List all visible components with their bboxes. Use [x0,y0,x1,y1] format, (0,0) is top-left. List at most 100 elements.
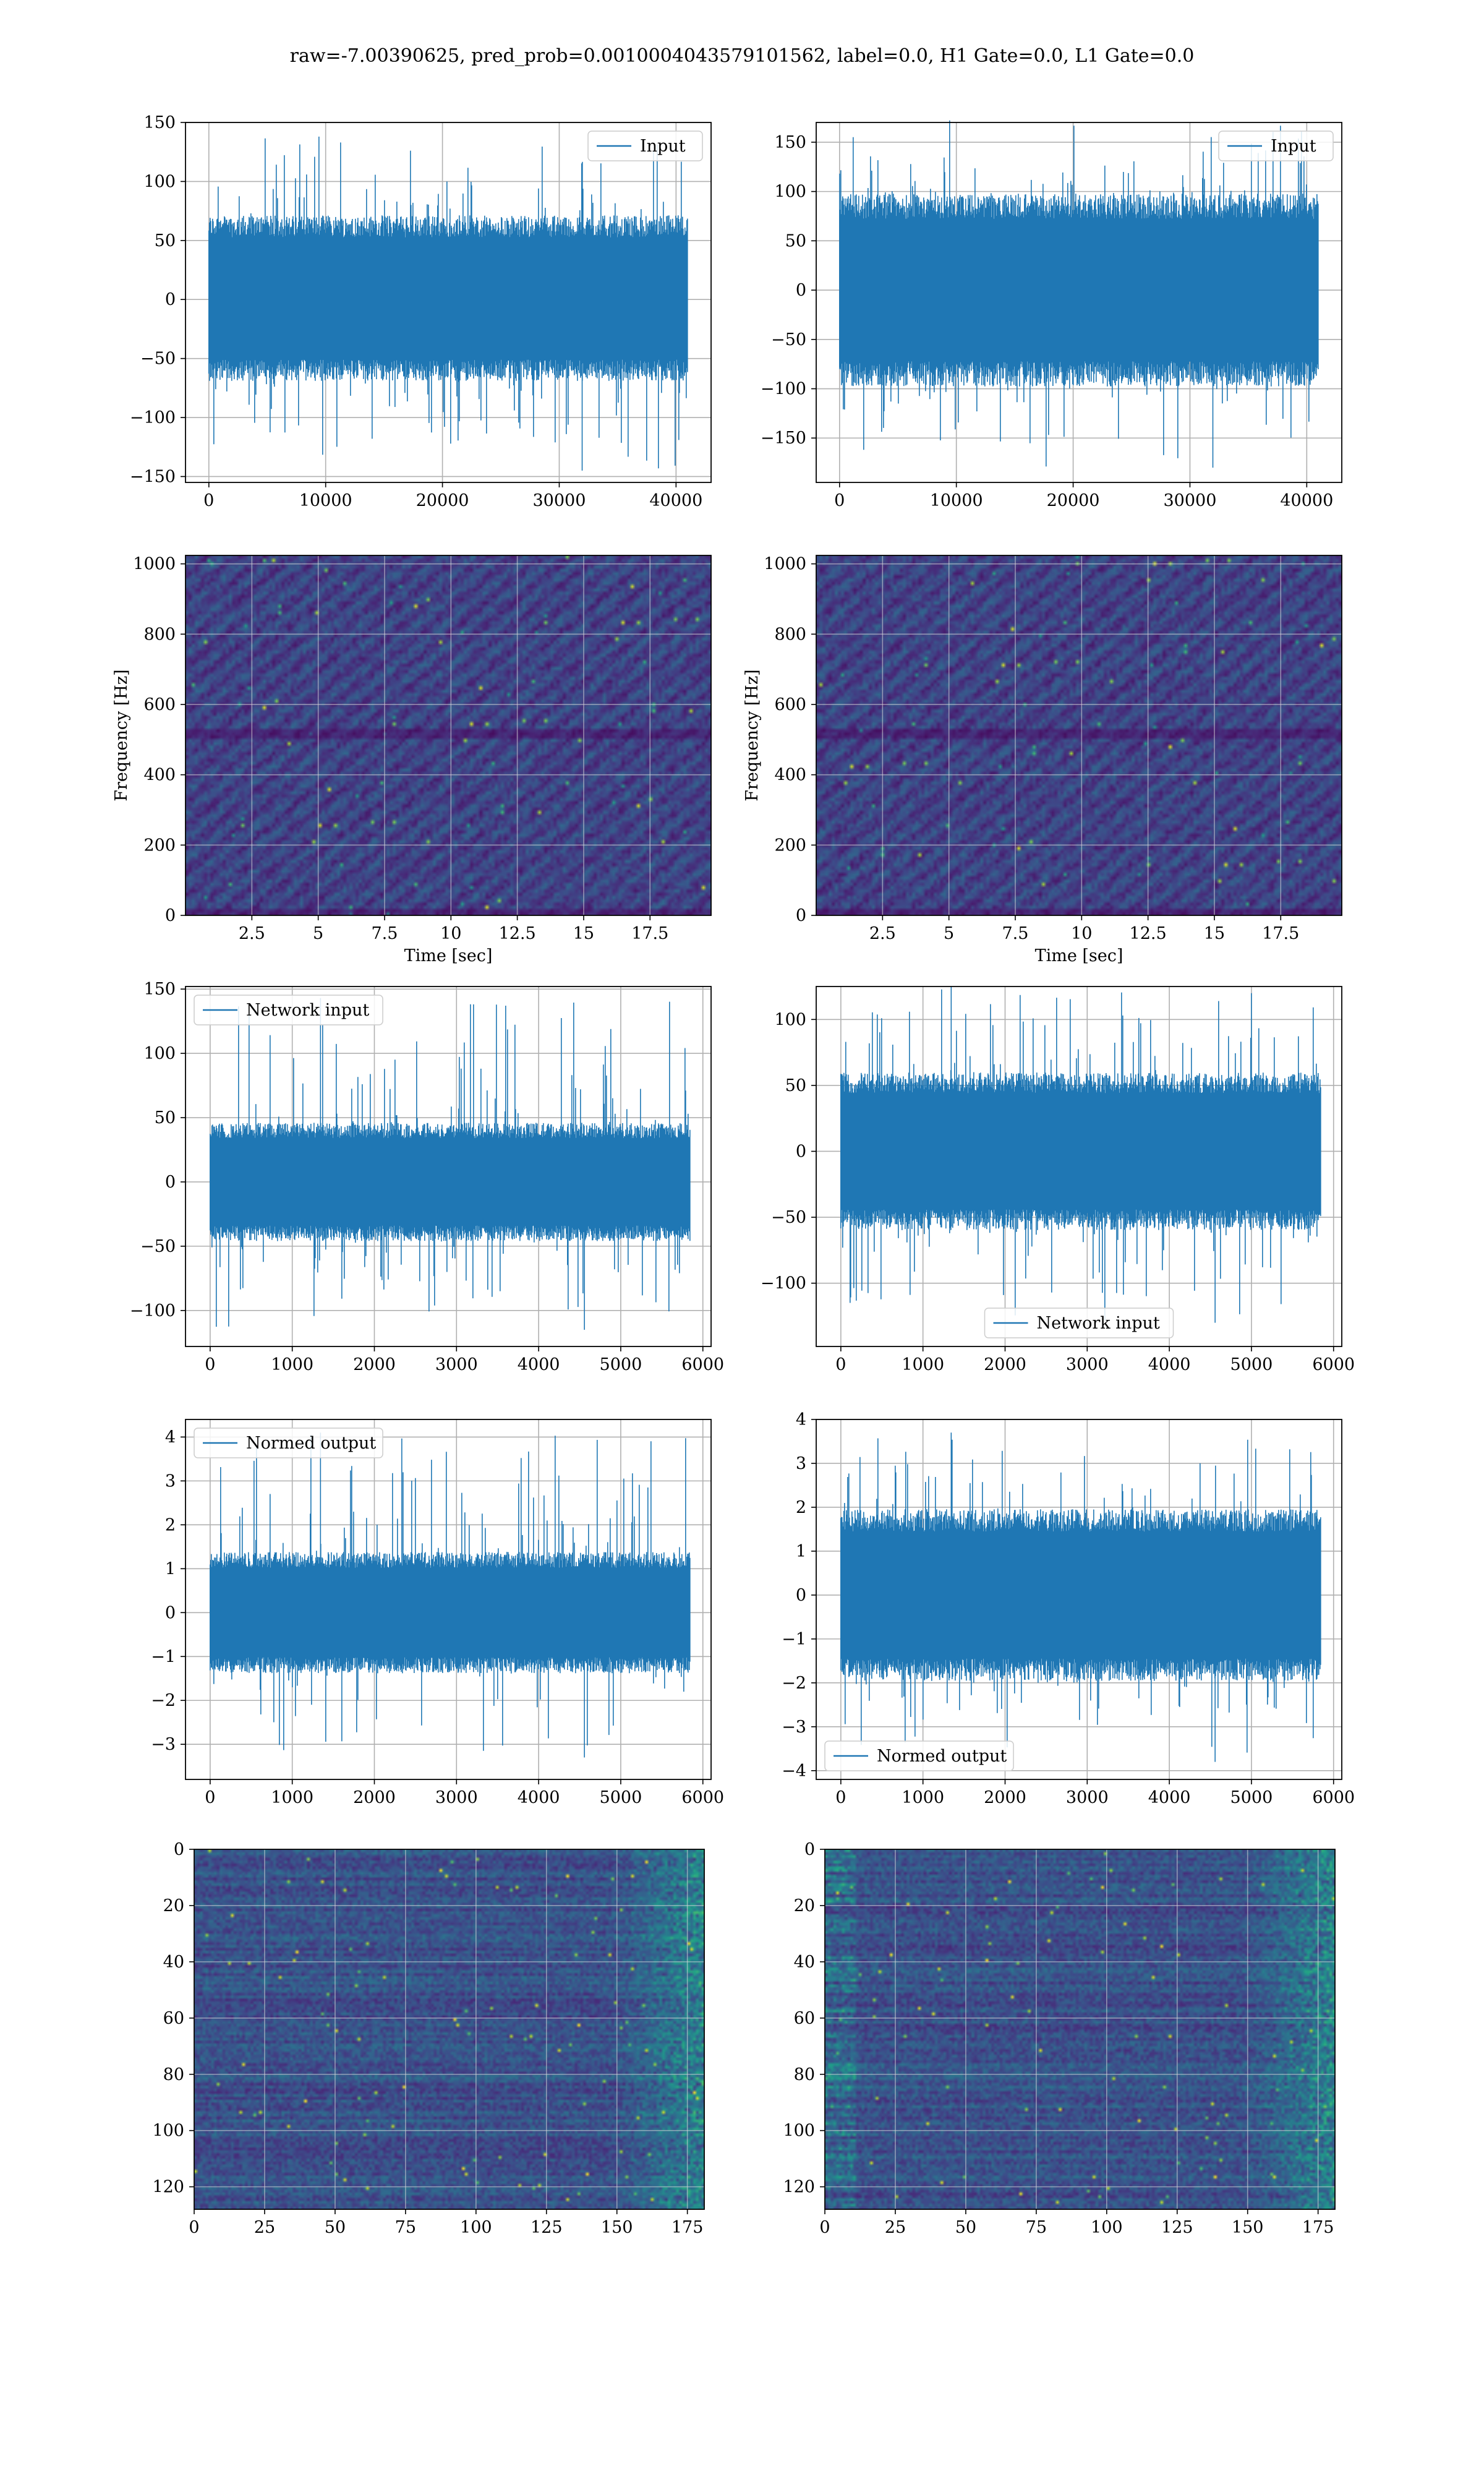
normed-output-l1-ytick-label: 1 [796,1542,806,1561]
input-h1-ytick-label: −150 [130,467,176,486]
spectrogram-l1-xtick-label: 15 [1204,924,1225,943]
network-input-h1-xtick-label: 2000 [353,1355,396,1374]
features-l1-axes: 0 25 50 75 100 125 150 175 0 20 40 60 80 100 120 [783,1840,1336,2237]
features-l1-xtick-label: 125 [1161,2218,1193,2237]
network-input-l1-xtick-label: 1000 [902,1355,944,1374]
network-input-l1-ytick-label: −50 [771,1208,806,1227]
network-input-h1-axes: 0 1000 2000 3000 4000 5000 6000 −100 −50 0 50 100 15… [130,980,724,1374]
spectrogram-l1-axes: 2.5 5 7.5 10 12.5 15 17.5 0 200 400 600 800 1000 Time… [743,555,1342,965]
network-input-l1-ytick-label: 50 [785,1076,806,1095]
input-h1-ytick-label: 0 [165,290,176,309]
input-h1-ytick-label: −100 [130,408,176,427]
input-h1-ytick-label: 150 [143,113,176,132]
features-l1-xtick-label: 50 [955,2218,976,2237]
network-input-l1-ytick-label: 100 [774,1010,806,1029]
spectrogram-l1-grid [816,555,1342,916]
features-l1-xtick-label: 0 [819,2218,830,2237]
normed-output-l1-xtick-label: 1000 [902,1788,944,1807]
network-input-l1-axes: 0 1000 2000 3000 4000 5000 6000 −100 −50 0 50 100 Ne… [761,986,1355,1374]
input-l1-legend-box [1218,131,1334,161]
spectrogram-h1-xtick-label: 17.5 [631,924,668,943]
input-l1-axes: 0 10000 20000 30000 40000 −150 −100 −50 0 50 100 15… [761,120,1342,510]
features-h1-ytick-label: 80 [163,2065,184,2084]
features-l1-image [825,1849,1335,2209]
normed-output-l1-ytick-label: 4 [796,1410,806,1429]
normed-output-l1-xtick-label: 6000 [1312,1788,1355,1807]
input-l1-legend: Input [1218,131,1334,161]
input-h1-legend-box [587,131,703,161]
network-input-l1-xtick-label: 5000 [1230,1355,1273,1374]
normed-output-h1-legend-label: Normed output [246,1434,376,1453]
features-l1-frame [824,1849,1336,2210]
normed-output-l1-ytick-label: 0 [796,1586,806,1605]
network-input-h1-xtick-label: 6000 [681,1355,724,1374]
normed-output-l1-xtick-label: 3000 [1066,1788,1109,1807]
features-l1-xtick-label: 175 [1302,2218,1334,2237]
network-input-h1-xtick-label: 4000 [518,1355,560,1374]
features-h1-image [194,1849,704,2209]
spectrogram-l1-ytick-label: 800 [774,625,806,644]
network-input-l1-xtick-label: 6000 [1312,1355,1355,1374]
spectrogram-h1-xtick-label: 2.5 [239,924,265,943]
spectrogram-l1-ytick-label: 600 [774,695,806,714]
features-h1-ytick-label: 100 [152,2121,184,2141]
normed-output-l1-ytick-label: −3 [782,1718,806,1737]
input-h1-legend: Input [587,131,703,161]
features-h1-xtick-label: 100 [460,2218,492,2237]
normed-output-l1-ytick-label: −2 [782,1674,806,1693]
spectrogram-h1-xtick-label: 7.5 [371,924,398,943]
normed-output-l1-legend-label: Normed output [877,1747,1007,1766]
normed-output-h1-ytick-label: −3 [151,1735,176,1754]
spectrogram-l1-xtick-label: 12.5 [1130,924,1167,943]
features-h1-xtick-label: 175 [672,2218,704,2237]
features-l1-ytick-label: 80 [794,2065,815,2084]
normed-output-h1-frame [185,1419,712,1780]
input-l1-legend-label: Input [1271,137,1316,156]
features-l1-ytick-label: 40 [794,1953,815,1972]
normed-output-h1-ytick-label: 1 [165,1559,176,1578]
features-l1-ytick-label: 100 [783,2121,815,2141]
features-l1-xtick-label: 100 [1091,2218,1123,2237]
features-h1-ytick-label: 40 [163,1953,184,1972]
input-h1-xtick-label: 10000 [299,491,352,510]
features-l1-ytick-label: 0 [804,1840,815,1859]
spectrogram-h1-xtick-label: 5 [313,924,323,943]
spectrogram-l1-ytick-label: 400 [774,766,806,785]
network-input-h1-ytick-label: 50 [155,1108,176,1128]
normed-output-l1-ytick-label: 2 [796,1498,806,1517]
network-input-h1-xtick-label: 1000 [271,1355,313,1374]
normed-output-h1-legend: Normed output [194,1427,383,1458]
spectrogram-l1-xlabel: Time [sec] [1035,946,1124,965]
spectrogram-h1-ytick-label: 400 [143,766,176,785]
normed-output-h1-xtick-label: 2000 [353,1788,396,1807]
input-l1-ytick-label: 100 [774,182,806,202]
spectrogram-l1-ytick-label: 1000 [764,555,806,574]
spectrogram-h1-frame [185,555,712,916]
features-l1-xtick-label: 75 [1026,2218,1047,2237]
network-input-h1-xtick-label: 0 [205,1355,215,1374]
input-l1-xtick-label: 40000 [1280,491,1333,510]
network-input-h1-ytick-label: 0 [165,1173,176,1192]
spectrogram-l1-xtick-label: 5 [944,924,954,943]
spectrogram-h1-xtick-label: 12.5 [499,924,536,943]
input-l1-xtick-label: 30000 [1163,491,1216,510]
features-l1-ytick-label: 20 [794,1896,815,1915]
normed-output-h1-xtick-label: 1000 [271,1788,313,1807]
input-l1-xtick-label: 20000 [1047,491,1100,510]
spectrogram-h1-ytick-label: 200 [143,836,176,855]
network-input-h1-ytick-label: −100 [130,1301,176,1320]
network-input-l1-legend-box [984,1308,1174,1338]
network-input-h1-frame [185,986,712,1347]
input-h1-series-line [208,136,688,471]
input-h1-xtick-label: 30000 [532,491,586,510]
network-input-h1-ytick-label: −50 [140,1237,176,1256]
spectrogram-l1-ylabel: Frequency [Hz] [743,669,762,801]
network-input-h1-legend-label: Network input [246,1001,369,1020]
input-l1-ytick-label: 150 [774,133,806,152]
spectrogram-h1-axes: 2.5 5 7.5 10 12.5 15 17.5 0 200 400 600 800 1000 Time… [112,555,712,965]
spectrogram-h1-image [186,555,711,915]
normed-output-h1-xtick-label: 5000 [600,1788,642,1807]
features-h1-xtick-label: 75 [395,2218,416,2237]
spectrogram-h1-xtick-label: 15 [573,924,594,943]
